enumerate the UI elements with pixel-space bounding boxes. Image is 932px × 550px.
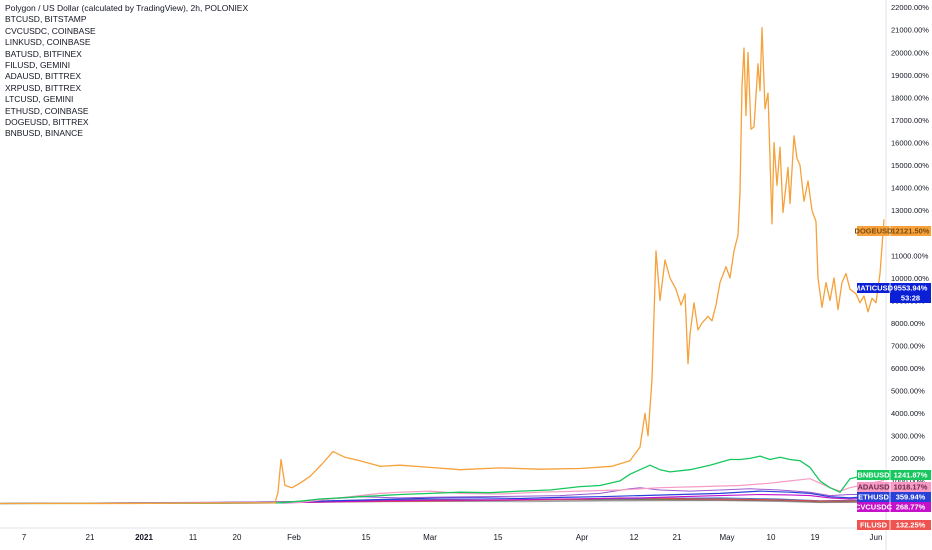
x-tick-label: May <box>719 533 734 542</box>
price-tag-filusd: FILUSD 132.25% <box>857 520 931 530</box>
series-line-cvcusdc[interactable] <box>0 493 885 505</box>
y-tick-label: 3000.00% <box>891 432 925 441</box>
price-tag-value: 12121.50% <box>892 227 930 236</box>
price-labels: DOGEUSD 12121.50% MATICUSD 9553.94%53:28 BNB… <box>854 226 931 530</box>
x-tick-label: Mar <box>423 533 437 542</box>
price-tag-cvcusdc: CVCUSDC 268.77% <box>855 502 931 512</box>
price-tag-name: FILUSD <box>860 521 888 530</box>
x-tick-label: Feb <box>287 533 301 542</box>
price-tag-value-box <box>890 470 931 480</box>
legend-item[interactable]: XRPUSD, BITTREX <box>5 82 82 93</box>
price-tag-name-box <box>857 226 890 236</box>
price-tag-name-box <box>857 470 890 480</box>
series-layer <box>0 27 885 505</box>
y-tick-label: 21000.00% <box>891 26 929 35</box>
y-tick-label: 22000.00% <box>891 3 929 12</box>
price-tag-name-box <box>857 492 890 502</box>
y-tick-label: 17000.00% <box>891 116 929 125</box>
price-tag-name: ADAUSD <box>857 483 890 492</box>
price-scale[interactable]: 1000.00% 2000.00% 3000.00% 4000.00% 5000.00%… <box>891 3 929 486</box>
x-tick-label: 10 <box>767 533 776 542</box>
y-tick-label: 18000.00% <box>891 93 929 102</box>
price-tag-value-box <box>890 482 931 492</box>
x-tick-label: 12 <box>630 533 639 542</box>
price-tag-value: 132.25% <box>896 521 926 530</box>
price-tag-value-box <box>890 502 931 512</box>
price-tag-value: 9553.94% <box>894 284 928 293</box>
y-tick-label: 19000.00% <box>891 71 929 80</box>
price-tag-name: ETHUSD <box>858 493 889 502</box>
legend-item[interactable]: ADAUSD, BITTREX <box>5 71 82 82</box>
time-scale[interactable]: 7 21 2021 11 20 Feb 15 Mar 15 Apr 12 21 May 10 19 Jun <box>22 533 883 542</box>
y-tick-label: 6000.00% <box>891 364 925 373</box>
legend-item[interactable]: BNBUSD, BINANCE <box>5 128 83 139</box>
x-tick-label: 19 <box>811 533 820 542</box>
y-tick-label: 7000.00% <box>891 341 925 350</box>
x-tick-label: 21 <box>673 533 682 542</box>
legend-item[interactable]: DOGEUSD, BITTREX <box>5 117 89 128</box>
series-line-dogeusd[interactable] <box>0 27 885 505</box>
x-tick-label: 15 <box>494 533 503 542</box>
price-tag-bnbusd: BNBUSD 1241.87% <box>857 470 931 480</box>
price-tag-value: 1018.17% <box>894 483 928 492</box>
y-tick-label: 20000.00% <box>891 48 929 57</box>
y-tick-label: 10000.00% <box>891 274 929 283</box>
price-tag-name: CVCUSDC <box>855 503 893 512</box>
series-line-adausd[interactable] <box>0 478 885 505</box>
legend: Polygon / US Dollar (calculated by Tradi… <box>5 3 248 140</box>
price-tag-value-box <box>890 283 931 303</box>
y-tick-label: 5000.00% <box>891 387 925 396</box>
x-tick-label: 21 <box>86 533 95 542</box>
price-tag-name-box <box>857 520 890 530</box>
x-tick-label: 7 <box>22 533 27 542</box>
legend-item[interactable]: FILUSD, GEMINI <box>5 60 71 71</box>
x-tick-label: 20 <box>233 533 242 542</box>
y-tick-label: 13000.00% <box>891 206 929 215</box>
price-tag-name: MATICUSD <box>854 284 894 293</box>
price-tag-ethusd: ETHUSD 359.94% <box>857 492 931 502</box>
price-tag-maticusd: MATICUSD 9553.94%53:28 <box>854 283 931 303</box>
price-tag-countdown: 53:28 <box>901 294 920 303</box>
series-line-bnbusd[interactable] <box>0 455 885 505</box>
y-tick-label: 14000.00% <box>891 184 929 193</box>
x-tick-label: 2021 <box>135 533 153 542</box>
series-line-ethusd[interactable] <box>0 490 885 505</box>
y-tick-label: 8000.00% <box>891 319 925 328</box>
price-tag-dogeusd: DOGEUSD 12121.50% <box>855 226 931 236</box>
y-tick-label: 1000.00% <box>891 477 925 486</box>
legend-item[interactable]: LINKUSD, COINBASE <box>5 37 91 48</box>
price-tag-value-box <box>890 520 931 530</box>
x-tick-label: Jun <box>870 533 883 542</box>
legend-item[interactable]: CVCUSDC, COINBASE <box>5 25 96 36</box>
legend-item[interactable]: BTCUSD, BITSTAMP <box>5 14 87 25</box>
price-tag-value: 268.77% <box>896 503 926 512</box>
y-tick-label: 16000.00% <box>891 139 929 148</box>
price-tag-value-box <box>890 492 931 502</box>
legend-item[interactable]: BATUSD, BITFINEX <box>5 48 82 59</box>
y-tick-label: 11000.00% <box>891 251 929 260</box>
price-tag-value-box <box>890 226 931 236</box>
x-tick-label: Apr <box>576 533 589 542</box>
price-tag-name: BNBUSD <box>857 471 890 480</box>
legend-item[interactable]: ETHUSD, COINBASE <box>5 105 89 116</box>
price-tag-name-box <box>857 502 890 512</box>
series-line-xrpusd[interactable] <box>0 487 884 504</box>
price-tag-value: 1241.87% <box>894 471 928 480</box>
price-tag-name: DOGEUSD <box>855 227 894 236</box>
price-tag-name-box <box>857 283 890 293</box>
price-tag-adausd: ADAUSD 1018.17% <box>857 482 931 492</box>
legend-item[interactable]: LTCUSD, GEMINI <box>5 94 74 105</box>
x-tick-label: 11 <box>189 533 198 542</box>
legend-title[interactable]: Polygon / US Dollar (calculated by Tradi… <box>5 3 249 13</box>
y-tick-label: 15000.00% <box>891 161 929 170</box>
price-tag-value: 359.94% <box>896 493 926 502</box>
price-tag-name-box <box>857 482 890 492</box>
y-tick-label: 2000.00% <box>891 454 925 463</box>
y-tick-label: 4000.00% <box>891 409 925 418</box>
x-tick-label: 15 <box>362 533 371 542</box>
